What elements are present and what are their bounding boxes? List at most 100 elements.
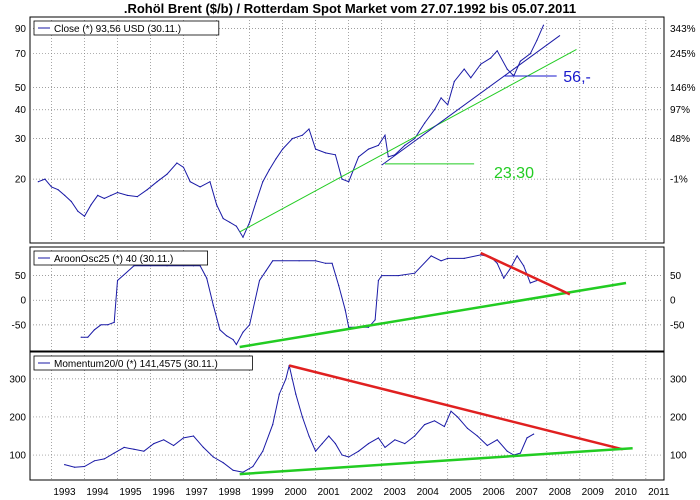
data-point [262, 450, 264, 452]
data-point [424, 122, 426, 124]
data-point [199, 265, 201, 267]
data-point [374, 319, 376, 321]
y-tick-label-right: 300 [670, 374, 687, 385]
data-point [348, 456, 350, 458]
data-point [265, 270, 267, 272]
y-tick-label-left: 0 [20, 296, 26, 307]
data-point [367, 443, 370, 445]
axis-tick-labels: 1993 1994 1995 1996 1997 1998 1999 2000 2001 2002… [9, 24, 695, 498]
data-point [291, 137, 294, 140]
y-tick-label-left: -50 [12, 320, 27, 331]
data-point [503, 277, 505, 279]
legends: Close (*) 93,56 USD (30.11.) AroonOsc25 (… [33, 20, 253, 371]
data-point [282, 148, 284, 150]
data-point [301, 416, 303, 418]
x-tick-label: 2011 [648, 487, 670, 498]
data-point [74, 466, 76, 468]
data-point [424, 424, 426, 426]
data-point [334, 154, 336, 156]
y-tick-label-left: 40 [15, 105, 27, 116]
data-point [486, 444, 488, 447]
x-tick-label: 2007 [516, 487, 539, 498]
y-tick-label-right: 50 [670, 271, 682, 282]
data-point [324, 262, 327, 264]
data-point [367, 148, 370, 150]
data-point [536, 39, 538, 41]
x-tick-label: 2000 [284, 487, 307, 498]
data-point [414, 137, 416, 140]
data-point [526, 437, 528, 439]
trend-line [239, 281, 627, 349]
data-point [143, 450, 145, 452]
data-point [156, 181, 158, 183]
x-tick-label: 2002 [351, 487, 374, 498]
data-point [506, 450, 508, 452]
x-tick-label: 1993 [53, 487, 76, 498]
data-point [232, 339, 234, 341]
x-tick-label: 2005 [450, 487, 473, 498]
data-point [348, 326, 350, 328]
data-point [447, 104, 449, 106]
data-point [381, 275, 383, 277]
data-point [324, 152, 327, 154]
y-tick-label-right: -1% [670, 175, 688, 186]
y-tick-label-right: 97% [670, 105, 690, 116]
data-point [285, 378, 287, 380]
data-point [529, 282, 531, 284]
data-point [166, 173, 168, 175]
legend-label: AroonOsc25 (*) 40 (30.11.) [54, 254, 173, 265]
data-point [315, 148, 317, 150]
trend-line [381, 35, 561, 166]
data-point [242, 471, 244, 473]
panel-frame [29, 16, 665, 244]
data-point [308, 435, 310, 437]
y-tick-label-right: 48% [670, 134, 690, 145]
data-point [315, 260, 317, 262]
data-point [331, 262, 333, 264]
y-tick-label-right: -50 [670, 320, 685, 331]
data-point [232, 469, 234, 471]
data-point [338, 284, 340, 287]
data-point [116, 191, 119, 194]
x-tick-label: 1996 [152, 487, 175, 498]
data-point [523, 265, 525, 267]
y-tick-label-right: 0 [670, 296, 676, 307]
x-tick-label: 2003 [384, 487, 407, 498]
data-point [433, 420, 436, 422]
data-point [433, 109, 436, 111]
data-point [384, 134, 386, 136]
data-point [222, 462, 224, 464]
data-point [182, 265, 185, 267]
data-point [341, 454, 343, 456]
data-point [463, 68, 465, 70]
data-point [453, 80, 455, 83]
data-point [242, 236, 244, 238]
legend-box [33, 250, 209, 266]
x-tick-label: 1998 [218, 487, 241, 498]
data-point [97, 194, 99, 196]
data-point [173, 444, 175, 447]
data-point [255, 200, 257, 203]
data-point [533, 433, 535, 435]
data-point [480, 254, 482, 256]
trend-line [239, 446, 633, 476]
panel-frame [29, 246, 665, 352]
data-point [80, 336, 82, 338]
data-point [344, 309, 346, 311]
data-point [202, 446, 204, 448]
data-point [321, 443, 323, 445]
data-point [242, 331, 244, 333]
data-point [103, 458, 105, 460]
data-point [57, 189, 59, 191]
data-point [37, 181, 39, 183]
y-tick-label-left: 50 [15, 83, 27, 94]
series-line-aroon [81, 254, 538, 346]
trend-lines [239, 35, 633, 476]
data-point [430, 255, 432, 257]
series-line-price [38, 24, 544, 239]
legend: Momentum20/0 (*) 141,4575 (30.11.) [33, 355, 253, 371]
data-point [450, 410, 452, 412]
data-point [272, 260, 274, 262]
data-point [222, 217, 224, 220]
data-point [367, 326, 370, 328]
